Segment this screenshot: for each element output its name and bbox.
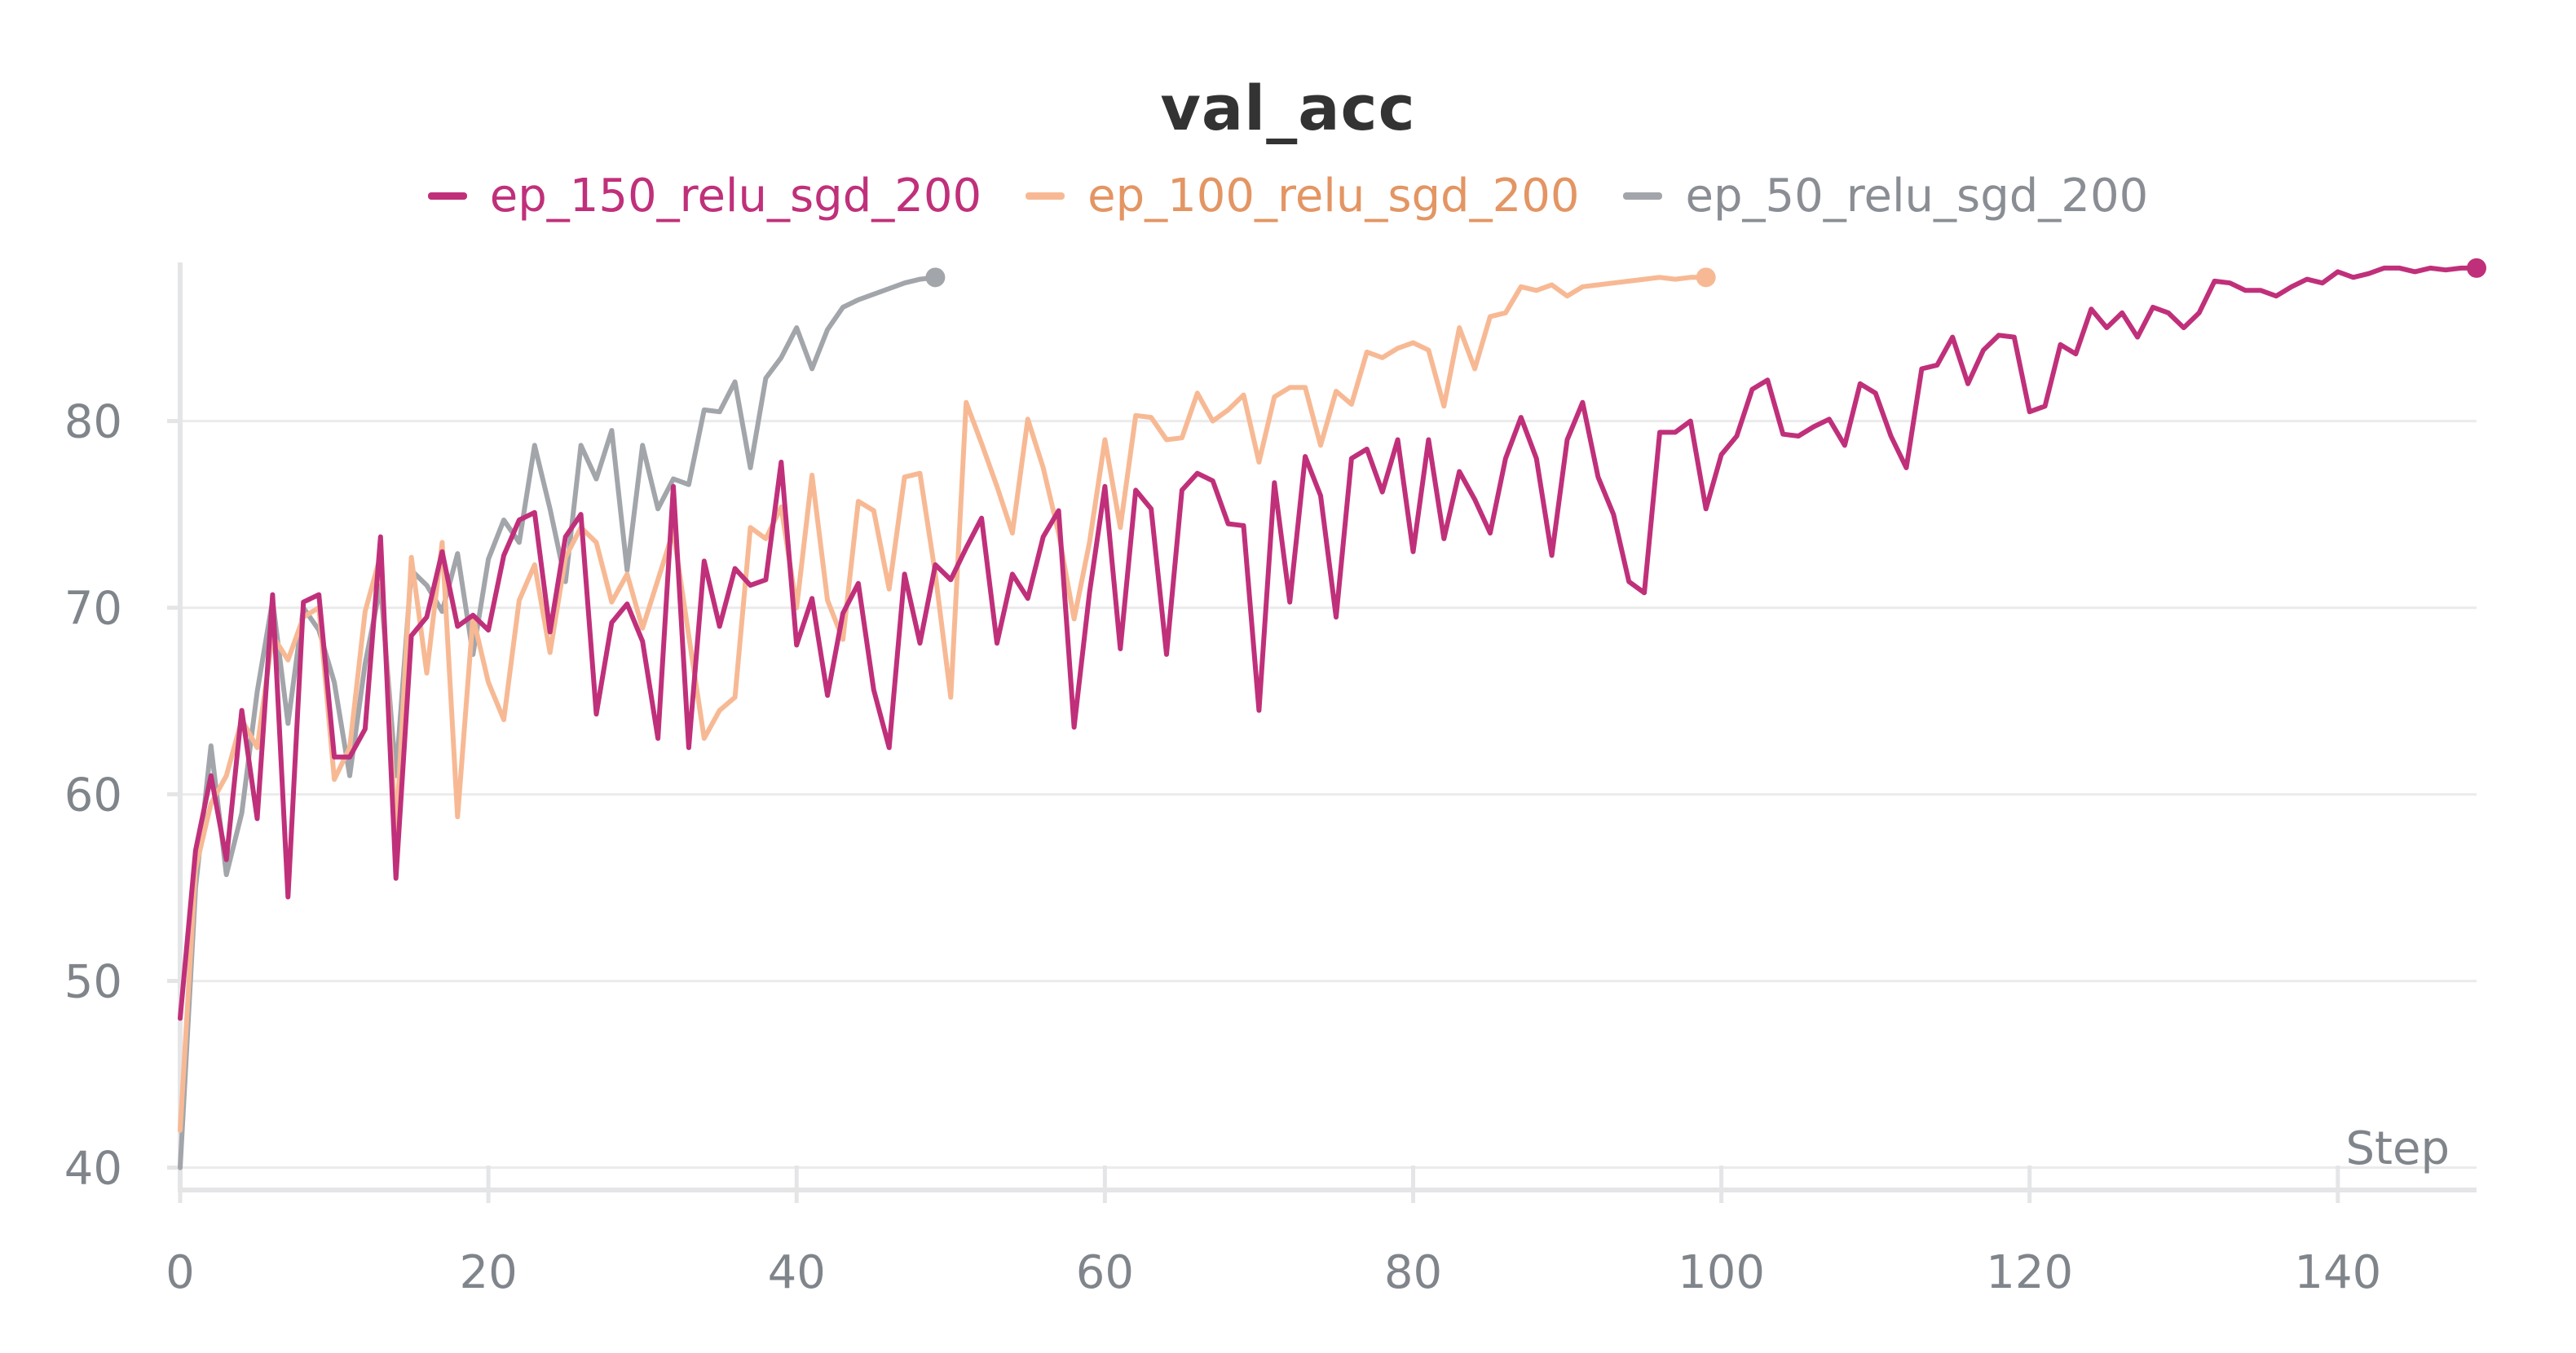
series-end-point[interactable]	[2467, 258, 2486, 278]
x-tick-label: 120	[1986, 1246, 2073, 1299]
legend-swatch	[1623, 192, 1663, 200]
y-tick-label: 70	[64, 583, 122, 636]
y-tick-label: 40	[64, 1143, 122, 1196]
x-tick-label: 20	[459, 1246, 517, 1299]
legend-item-ep-150[interactable]: ep_150_relu_sgd_200	[427, 170, 982, 223]
legend: ep_150_relu_sgd_200 ep_100_relu_sgd_200 …	[0, 170, 2576, 223]
y-tick-label: 60	[64, 769, 122, 822]
legend-label: ep_100_relu_sgd_200	[1087, 170, 1580, 223]
x-tick-label: 140	[2294, 1246, 2381, 1299]
y-ticks: 40 50 60 70 80	[64, 396, 180, 1196]
y-tick-label: 80	[64, 396, 122, 449]
chart-title: val_acc	[1160, 72, 1416, 144]
series-line[interactable]	[178, 275, 1709, 1133]
series-line[interactable]	[178, 275, 938, 1170]
legend-item-ep-50[interactable]: ep_50_relu_sgd_200	[1623, 170, 2148, 223]
x-tick-label: 40	[768, 1246, 826, 1299]
x-tick-label: 100	[1678, 1246, 1765, 1299]
series-end-point[interactable]	[1696, 267, 1716, 288]
y-tick-label: 50	[64, 956, 122, 1009]
series-line[interactable]	[178, 265, 2479, 1021]
legend-swatch	[1026, 192, 1065, 200]
x-tick-label: 60	[1076, 1246, 1134, 1299]
x-axis-label: Step	[2345, 1122, 2450, 1175]
series-lines	[178, 258, 2486, 1170]
x-tick-label: 0	[165, 1246, 195, 1299]
legend-item-ep-100[interactable]: ep_100_relu_sgd_200	[1026, 170, 1579, 223]
series-end-point[interactable]	[925, 267, 946, 288]
legend-label: ep_50_relu_sgd_200	[1685, 170, 2149, 223]
legend-label: ep_150_relu_sgd_200	[489, 170, 982, 223]
x-tick-label: 80	[1384, 1246, 1442, 1299]
grid-lines	[180, 420, 2477, 1170]
x-ticks: 0 20 40 60 80 100 120 140	[165, 1166, 2381, 1299]
legend-swatch	[427, 192, 467, 200]
axes	[178, 262, 2477, 1192]
